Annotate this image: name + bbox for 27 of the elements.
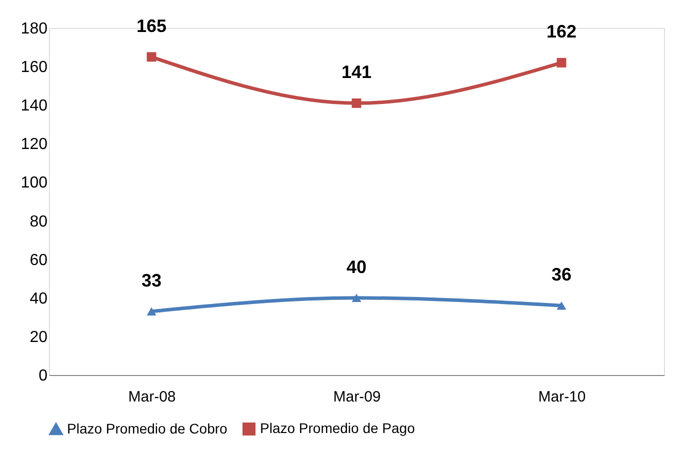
y-tick-label: 160 xyxy=(20,59,48,76)
y-tick-label: 180 xyxy=(20,20,48,38)
y-tick-label: 40 xyxy=(30,290,48,308)
y-tick-label: 100 xyxy=(20,174,48,192)
data-label: 40 xyxy=(346,256,367,277)
data-label: 141 xyxy=(341,62,372,82)
data-label: 33 xyxy=(141,270,162,290)
point xyxy=(146,52,156,62)
data-label: 36 xyxy=(551,264,572,285)
y-tick-label: 20 xyxy=(30,328,48,346)
data-label: 165 xyxy=(136,16,167,36)
y-tick-label: 0 xyxy=(38,368,48,384)
x-tick-label: Mar-10 xyxy=(538,388,586,406)
y-tick-label: 140 xyxy=(20,98,48,115)
legend-label: Plazo Promedio de Cobro xyxy=(67,420,228,436)
x-tick-label: Mar-09 xyxy=(333,388,381,406)
point xyxy=(352,294,362,302)
y-tick-label: 120 xyxy=(20,136,48,154)
y-tick-label: 60 xyxy=(30,252,48,269)
legend-label: Plazo Promedio de Pago xyxy=(260,420,416,436)
data-label: 162 xyxy=(546,22,577,42)
point xyxy=(352,98,362,108)
x-tick-label: Mar-08 xyxy=(128,388,176,406)
point xyxy=(556,58,566,68)
y-tick-label: 80 xyxy=(30,213,48,230)
point xyxy=(146,307,156,316)
point xyxy=(556,301,566,310)
